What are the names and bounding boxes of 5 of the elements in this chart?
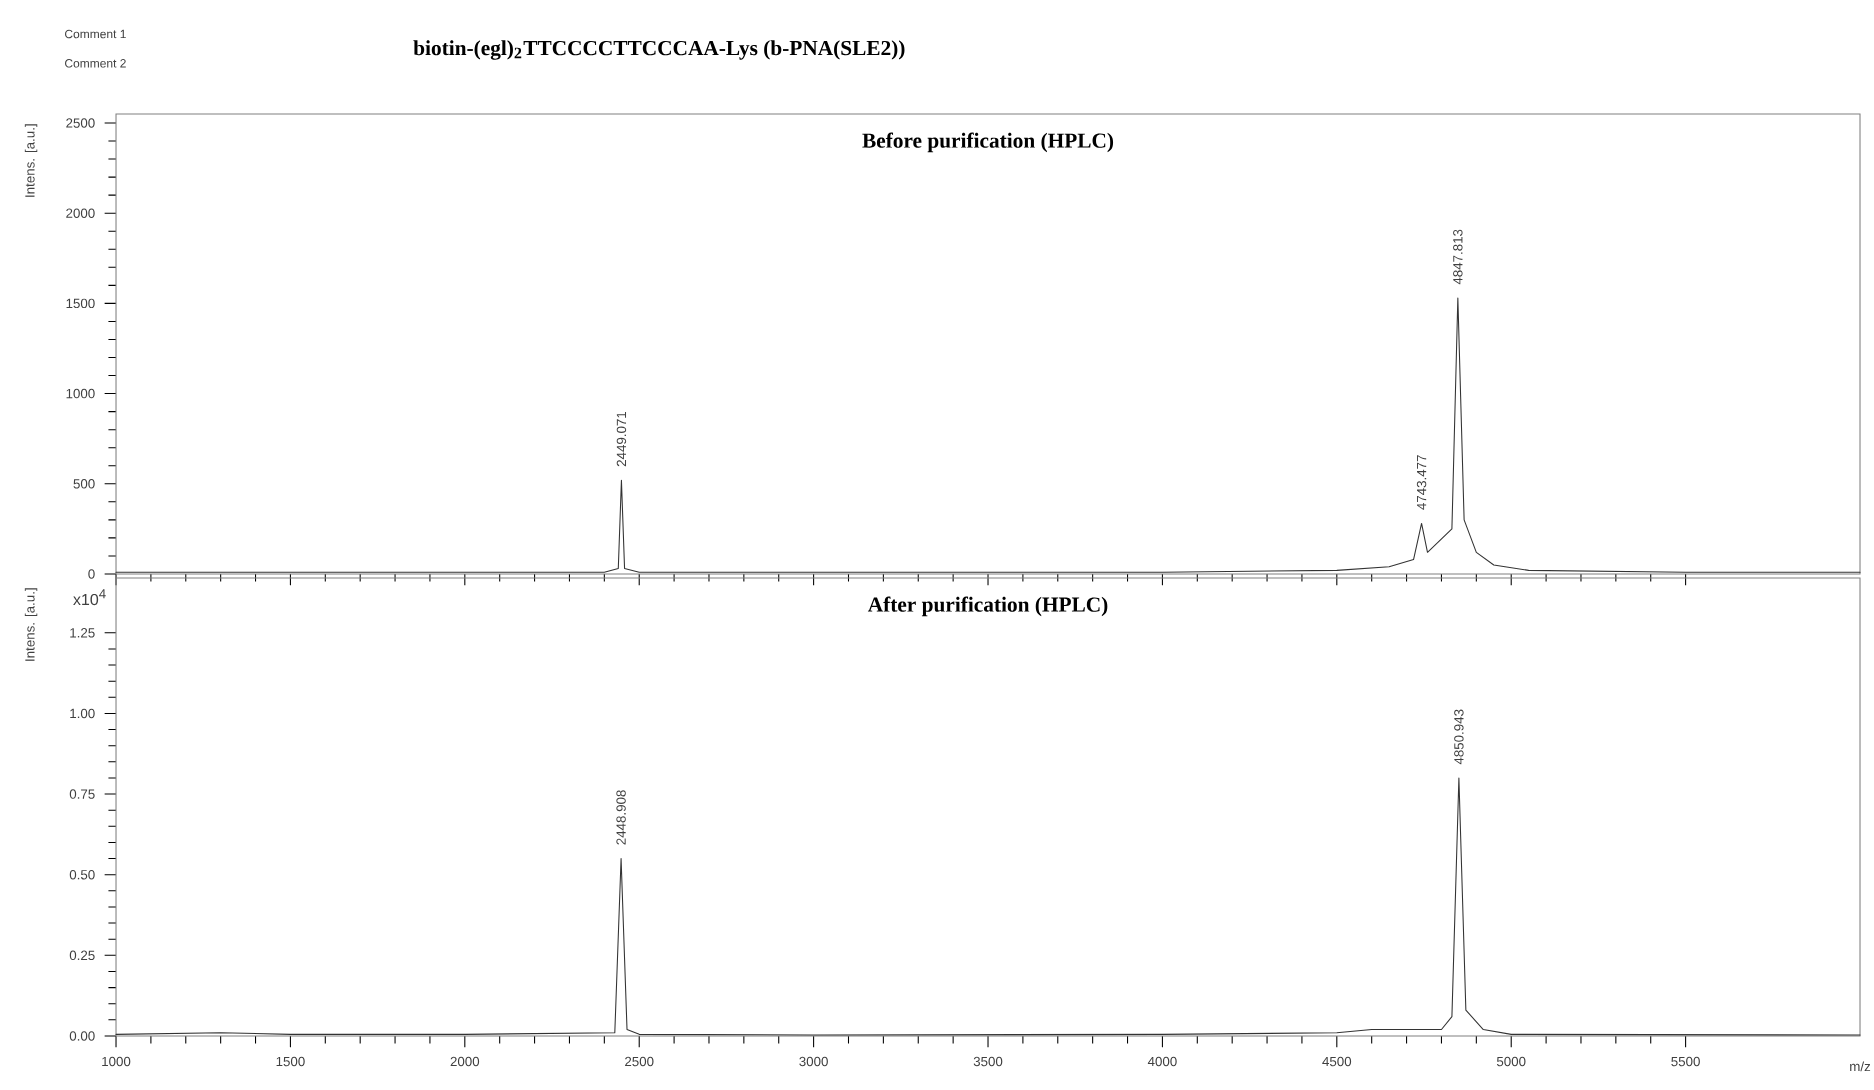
chart-title: biotin-(egl)$_{2}$TTCCCCTTCCCAA-Lys (b-PNA(SLE2)) — [413, 40, 905, 60]
text: After purification (HPLC) — [867, 596, 1108, 617]
text: Before purification (HPLC) — [862, 132, 1114, 153]
text: x10$^{4}$ — [73, 589, 106, 606]
line-series — [115, 777, 1861, 1036]
